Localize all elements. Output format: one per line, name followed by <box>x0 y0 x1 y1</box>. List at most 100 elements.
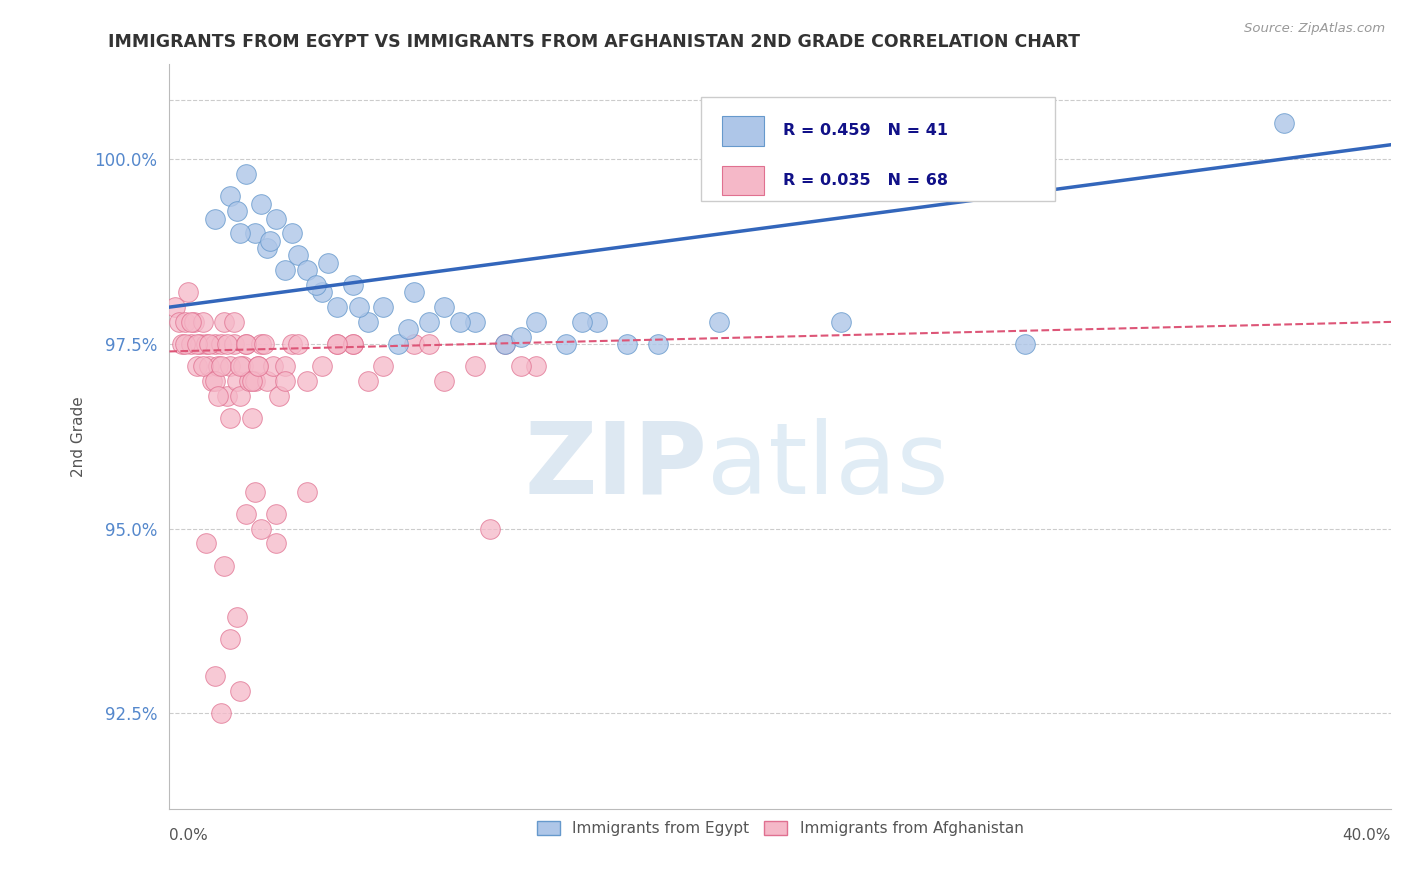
Point <box>342 337 364 351</box>
Point <box>191 359 214 374</box>
Point <box>253 337 276 351</box>
Point <box>201 374 224 388</box>
Point <box>1014 337 1036 351</box>
Point <box>295 374 318 388</box>
Point <box>222 315 245 329</box>
FancyBboxPatch shape <box>721 116 765 145</box>
Point <box>311 285 333 300</box>
Point <box>259 234 281 248</box>
Point <box>235 337 257 351</box>
Point <box>243 227 266 241</box>
Point <box>269 389 291 403</box>
Point <box>256 241 278 255</box>
Point <box>173 315 195 329</box>
Point <box>647 337 669 351</box>
Point <box>225 204 247 219</box>
Point <box>204 669 226 683</box>
Point <box>1272 115 1295 129</box>
Point <box>326 300 349 314</box>
Point <box>186 337 208 351</box>
Point <box>418 315 440 329</box>
Point <box>232 359 254 374</box>
Point <box>225 374 247 388</box>
Point <box>287 337 309 351</box>
Point <box>433 374 456 388</box>
FancyBboxPatch shape <box>700 97 1054 202</box>
Point <box>256 374 278 388</box>
Point <box>250 522 273 536</box>
Point <box>326 337 349 351</box>
Point <box>449 315 471 329</box>
Point <box>209 337 232 351</box>
Point <box>173 337 195 351</box>
Point <box>183 315 205 329</box>
Point <box>316 256 339 270</box>
Point <box>222 337 245 351</box>
Point <box>219 189 242 203</box>
Point <box>209 359 232 374</box>
Point <box>235 337 257 351</box>
Point <box>180 337 202 351</box>
Point <box>264 536 287 550</box>
Point <box>311 359 333 374</box>
Text: ZIP: ZIP <box>524 417 707 515</box>
Point <box>342 337 364 351</box>
Point <box>287 248 309 262</box>
Text: R = 0.459   N = 41: R = 0.459 N = 41 <box>783 123 948 138</box>
Point <box>198 337 221 351</box>
Point <box>707 315 730 329</box>
Point <box>586 315 609 329</box>
Point <box>342 277 364 292</box>
Point <box>295 263 318 277</box>
Point <box>238 374 260 388</box>
Point <box>240 374 263 388</box>
Point <box>228 227 250 241</box>
Point <box>188 337 211 351</box>
Point <box>204 337 226 351</box>
Point <box>326 337 349 351</box>
Point <box>347 300 370 314</box>
Point <box>494 337 516 351</box>
Point <box>396 322 419 336</box>
FancyBboxPatch shape <box>721 166 765 195</box>
Point <box>204 374 226 388</box>
Point <box>235 507 257 521</box>
Point <box>250 196 273 211</box>
Point <box>219 359 242 374</box>
Point <box>387 337 409 351</box>
Point <box>464 315 486 329</box>
Point <box>524 359 547 374</box>
Point <box>204 211 226 226</box>
Point <box>280 227 302 241</box>
Point <box>262 359 284 374</box>
Point <box>180 315 202 329</box>
Point <box>571 315 593 329</box>
Y-axis label: 2nd Grade: 2nd Grade <box>72 396 86 476</box>
Point <box>616 337 638 351</box>
Point <box>177 285 200 300</box>
Point <box>165 300 187 314</box>
Point <box>243 374 266 388</box>
Point <box>217 337 239 351</box>
Point <box>207 389 229 403</box>
Point <box>219 410 242 425</box>
Point <box>228 359 250 374</box>
Legend: Immigrants from Egypt, Immigrants from Afghanistan: Immigrants from Egypt, Immigrants from A… <box>531 815 1029 843</box>
Point <box>402 285 425 300</box>
Point <box>186 359 208 374</box>
Point <box>214 315 236 329</box>
Point <box>280 337 302 351</box>
Point <box>509 359 531 374</box>
Point <box>274 359 297 374</box>
Point <box>228 389 250 403</box>
Point <box>167 315 190 329</box>
Point <box>250 337 273 351</box>
Point <box>214 558 236 573</box>
Point <box>402 337 425 351</box>
Point <box>264 507 287 521</box>
Text: atlas: atlas <box>707 417 949 515</box>
Point <box>373 300 395 314</box>
Point <box>524 315 547 329</box>
Point <box>195 337 218 351</box>
Point <box>191 315 214 329</box>
